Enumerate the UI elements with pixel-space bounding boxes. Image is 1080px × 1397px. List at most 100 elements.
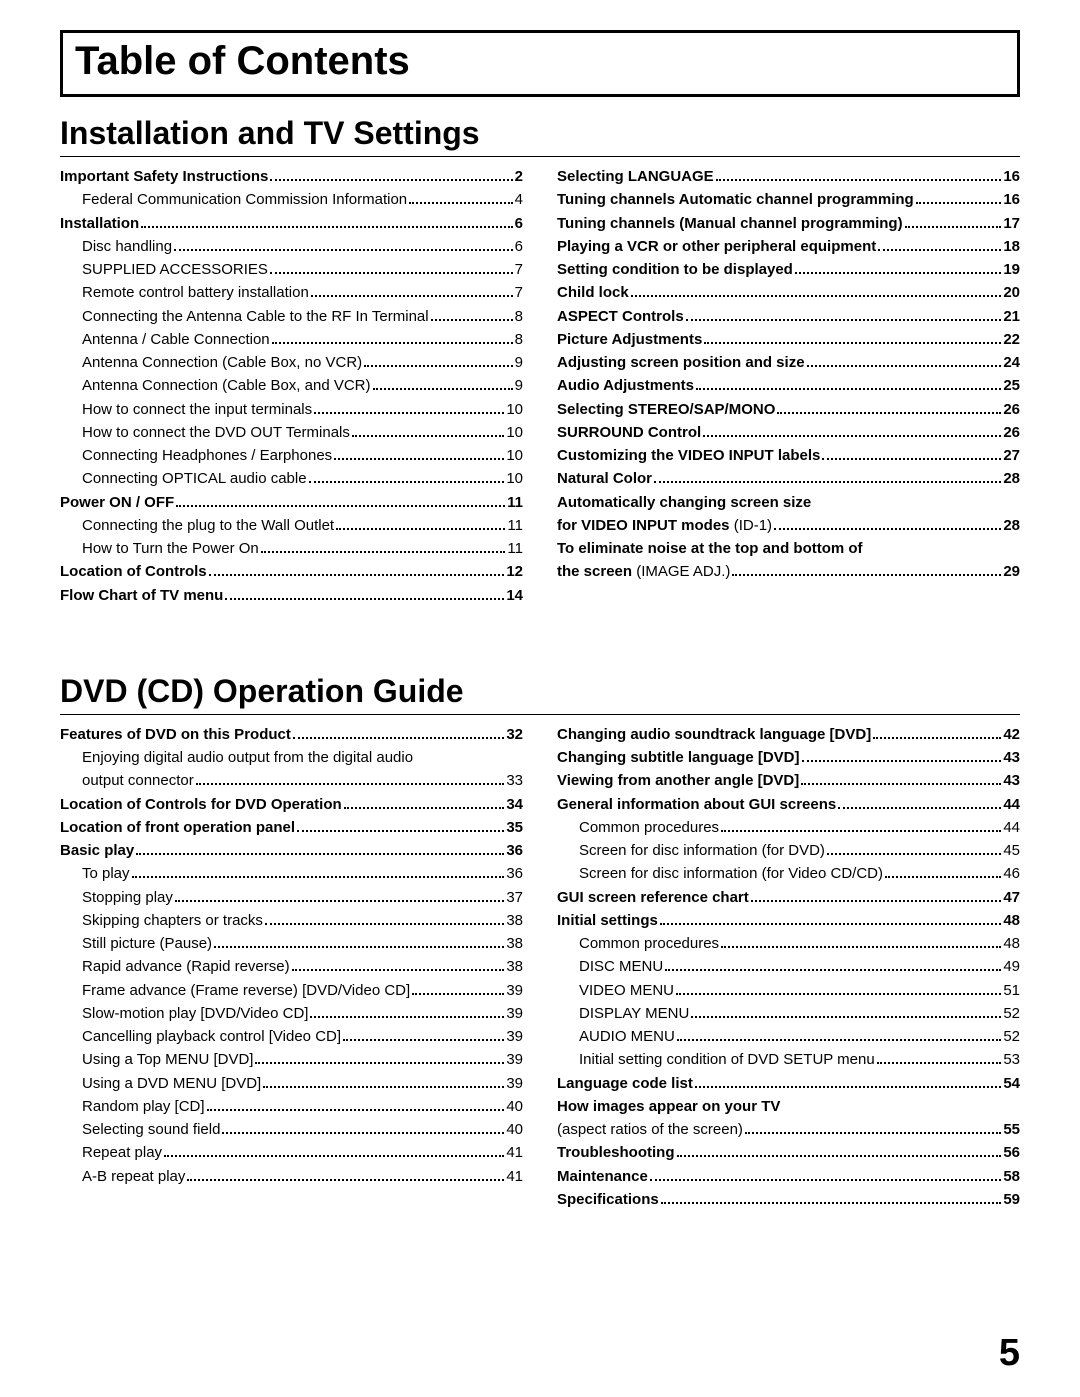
- toc-entry: AUDIO MENU 52: [557, 1025, 1020, 1048]
- toc-leader: [807, 355, 1002, 368]
- toc-leader: [665, 959, 1001, 972]
- toc-page: 41: [506, 1165, 523, 1188]
- toc-entry: for VIDEO INPUT modes (ID-1) 28: [557, 514, 1020, 537]
- toc-entry: Remote control battery installation 7: [60, 281, 523, 304]
- toc-leader: [721, 819, 1001, 832]
- toc-page: 12: [506, 560, 523, 583]
- toc-page: 28: [1003, 514, 1020, 537]
- toc-leader: [263, 1075, 504, 1088]
- toc-label: How to Turn the Power On: [82, 537, 259, 560]
- toc-page: 4: [515, 188, 523, 211]
- toc-label: Selecting LANGUAGE: [557, 165, 714, 188]
- toc-leader: [631, 285, 1002, 298]
- toc-entry: SUPPLIED ACCESSORIES 7: [60, 258, 523, 281]
- toc-page: 16: [1003, 188, 1020, 211]
- toc-entry: Playing a VCR or other peripheral equipm…: [557, 235, 1020, 258]
- toc-label: Playing a VCR or other peripheral equipm…: [557, 235, 876, 258]
- toc-label: the screen (IMAGE ADJ.): [557, 560, 730, 583]
- toc-page: 18: [1003, 235, 1020, 258]
- toc-page: 11: [507, 537, 523, 560]
- toc-entry: Specifications 59: [557, 1188, 1020, 1211]
- toc-entry: Location of Controls 12: [60, 560, 523, 583]
- toc-entry: Frame advance (Frame reverse) [DVD/Video…: [60, 979, 523, 1002]
- toc-page: 25: [1003, 374, 1020, 397]
- toc-entry: Screen for disc information (for DVD) 45: [557, 839, 1020, 862]
- toc-page: 16: [1003, 165, 1020, 188]
- toc-page: 33: [506, 769, 523, 792]
- toc-entry: Maintenance 58: [557, 1165, 1020, 1188]
- toc-entry: Installation 6: [60, 212, 523, 235]
- toc-entry: Stopping play 37: [60, 886, 523, 909]
- toc-leader: [696, 378, 1001, 391]
- toc-label: Antenna / Cable Connection: [82, 328, 270, 351]
- toc-entry: Connecting the plug to the Wall Outlet 1…: [60, 514, 523, 537]
- toc-entry: Troubleshooting 56: [557, 1141, 1020, 1164]
- toc-label: SUPPLIED ACCESSORIES: [82, 258, 268, 281]
- toc-entry: How to connect the input terminals 10: [60, 398, 523, 421]
- toc-label: AUDIO MENU: [579, 1025, 675, 1048]
- title-box: Table of Contents: [60, 30, 1020, 97]
- toc-entry: Basic play 36: [60, 839, 523, 862]
- toc-page: 29: [1003, 560, 1020, 583]
- toc-label: Remote control battery installation: [82, 281, 309, 304]
- toc-entry: Random play [CD] 40: [60, 1095, 523, 1118]
- toc-label: VIDEO MENU: [579, 979, 674, 1002]
- toc-leader: [255, 1052, 504, 1065]
- toc-columns: Important Safety Instructions 2Federal C…: [60, 165, 1020, 607]
- toc-leader: [676, 982, 1001, 995]
- toc-entry: Features of DVD on this Product 32: [60, 723, 523, 746]
- toc-page: 43: [1003, 769, 1020, 792]
- toc-page: 38: [506, 932, 523, 955]
- toc-column: Important Safety Instructions 2Federal C…: [60, 165, 523, 607]
- toc-page: 11: [507, 491, 523, 514]
- toc-entry: Changing subtitle language [DVD] 43: [557, 746, 1020, 769]
- toc-page: 17: [1003, 212, 1020, 235]
- toc-leader: [691, 1005, 1001, 1018]
- toc-page: 32: [506, 723, 523, 746]
- toc-label: Antenna Connection (Cable Box, no VCR): [82, 351, 362, 374]
- toc-leader: [270, 169, 512, 182]
- toc-entry: the screen (IMAGE ADJ.) 29: [557, 560, 1020, 583]
- toc-label: Location of front operation panel: [60, 816, 295, 839]
- toc-leader: [334, 448, 504, 461]
- toc-entry: Initial setting condition of DVD SETUP m…: [557, 1048, 1020, 1071]
- toc-entry: Skipping chapters or tracks 38: [60, 909, 523, 932]
- toc-entry: (aspect ratios of the screen) 55: [557, 1118, 1020, 1141]
- toc-entry: Common procedures 48: [557, 932, 1020, 955]
- toc-entry: Location of front operation panel 35: [60, 816, 523, 839]
- toc-page: 55: [1003, 1118, 1020, 1141]
- toc-entry: Viewing from another angle [DVD] 43: [557, 769, 1020, 792]
- toc-entry: Rapid advance (Rapid reverse) 38: [60, 955, 523, 978]
- toc-leader: [293, 726, 504, 739]
- toc-page: 35: [506, 816, 523, 839]
- toc-page: 42: [1003, 723, 1020, 746]
- toc-page: 11: [507, 514, 523, 537]
- toc-page: 39: [506, 1072, 523, 1095]
- toc-leader: [297, 819, 504, 832]
- toc-page: 2: [515, 165, 523, 188]
- toc-leader: [136, 843, 504, 856]
- toc-label: Maintenance: [557, 1165, 648, 1188]
- toc-entry: How to Turn the Power On 11: [60, 537, 523, 560]
- toc-entry: Using a DVD MENU [DVD] 39: [60, 1072, 523, 1095]
- toc-entry: A-B repeat play 41: [60, 1165, 523, 1188]
- toc-page: 22: [1003, 328, 1020, 351]
- toc-page: 54: [1003, 1072, 1020, 1095]
- toc-leader: [209, 564, 505, 577]
- toc-entry: Picture Adjustments 22: [557, 328, 1020, 351]
- toc-page: 6: [515, 235, 523, 258]
- toc-entry: Federal Communication Commission Informa…: [60, 188, 523, 211]
- toc-label: DISC MENU: [579, 955, 663, 978]
- toc-leader: [141, 215, 512, 228]
- toc-entry: Adjusting screen position and size 24: [557, 351, 1020, 374]
- toc-leader: [196, 773, 505, 786]
- toc-label: Random play [CD]: [82, 1095, 205, 1118]
- toc-page: 21: [1003, 305, 1020, 328]
- toc-entry: SURROUND Control 26: [557, 421, 1020, 444]
- toc-label: Troubleshooting: [557, 1141, 675, 1164]
- toc-label: Viewing from another angle [DVD]: [557, 769, 799, 792]
- toc-entry: Natural Color 28: [557, 467, 1020, 490]
- toc-entry: Power ON / OFF 11: [60, 491, 523, 514]
- toc-label: Flow Chart of TV menu: [60, 584, 223, 607]
- toc-label: Tuning channels (Manual channel programm…: [557, 212, 903, 235]
